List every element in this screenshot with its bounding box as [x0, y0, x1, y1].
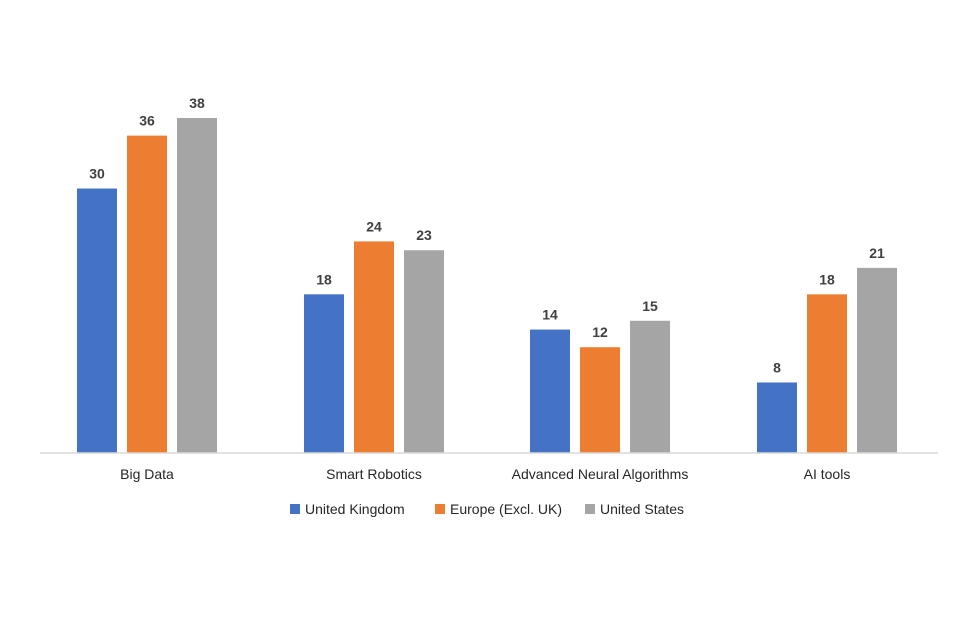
- legend-swatch-europe-excl-uk: [435, 504, 445, 514]
- legend-swatch-united-states: [585, 504, 595, 514]
- bar-big-data-united-kingdom: [77, 188, 117, 454]
- bar-advanced-neural-algorithms-united-states: [630, 320, 670, 453]
- data-label-smart-robotics-europe-excl-uk: 24: [366, 218, 382, 234]
- legend-swatch-united-kingdom: [290, 504, 300, 514]
- data-label-big-data-united-kingdom: 30: [89, 166, 105, 182]
- category-label-big-data: Big Data: [120, 466, 174, 482]
- data-label-smart-robotics-united-states: 23: [416, 227, 432, 243]
- legend-label-united-kingdom: United Kingdom: [305, 501, 405, 517]
- data-label-ai-tools-united-states: 21: [869, 245, 885, 261]
- bar-ai-tools-united-kingdom: [757, 382, 797, 453]
- legend: United Kingdom Europe (Excl. UK) United St…: [290, 501, 684, 517]
- category-label-advanced-neural-algorithms: Advanced Neural Algorithms: [512, 466, 689, 482]
- data-label-advanced-neural-algorithms-europe-excl-uk: 12: [592, 324, 608, 340]
- data-label-big-data-united-states: 38: [189, 95, 205, 111]
- bar-smart-robotics-europe-excl-uk: [354, 241, 394, 453]
- data-label-advanced-neural-algorithms-united-kingdom: 14: [542, 307, 558, 323]
- legend-label-united-states: United States: [600, 501, 684, 517]
- data-labels-layer: 30 36 38 18 24 23 14 12 15 8 18 21: [89, 95, 885, 375]
- data-label-advanced-neural-algorithms-united-states: 15: [642, 298, 658, 314]
- bar-smart-robotics-united-states: [404, 250, 444, 453]
- data-label-big-data-europe-excl-uk: 36: [139, 113, 155, 129]
- data-label-ai-tools-europe-excl-uk: 18: [819, 271, 835, 287]
- bar-smart-robotics-united-kingdom: [304, 294, 344, 453]
- bar-ai-tools-europe-excl-uk: [807, 294, 847, 453]
- data-label-ai-tools-united-kingdom: 8: [773, 359, 781, 375]
- data-label-smart-robotics-united-kingdom: 18: [316, 271, 332, 287]
- bar-ai-tools-united-states: [857, 267, 897, 453]
- bars-layer: [77, 118, 897, 454]
- legend-label-europe-excl-uk: Europe (Excl. UK): [450, 501, 562, 517]
- bar-advanced-neural-algorithms-europe-excl-uk: [580, 347, 620, 453]
- bar-big-data-united-states: [177, 118, 217, 453]
- category-label-ai-tools: AI tools: [804, 466, 851, 482]
- category-label-smart-robotics: Smart Robotics: [326, 466, 422, 482]
- category-labels-layer: Big Data Smart Robotics Advanced Neural Al…: [120, 466, 850, 482]
- bar-big-data-europe-excl-uk: [127, 135, 167, 453]
- bar-advanced-neural-algorithms-united-kingdom: [530, 329, 570, 453]
